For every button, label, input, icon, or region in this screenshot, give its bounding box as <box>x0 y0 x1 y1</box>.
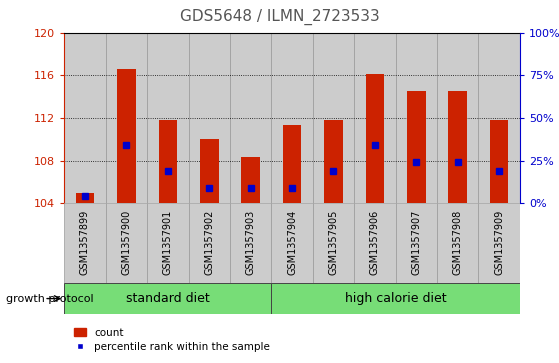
Bar <box>479 33 520 203</box>
Text: GSM1357900: GSM1357900 <box>121 210 131 275</box>
Bar <box>313 203 354 283</box>
Text: GSM1357905: GSM1357905 <box>329 210 339 275</box>
Text: GSM1357904: GSM1357904 <box>287 210 297 275</box>
Bar <box>366 74 384 203</box>
Bar <box>147 33 188 203</box>
Bar <box>437 203 479 283</box>
Bar <box>490 120 509 203</box>
Text: GSM1357903: GSM1357903 <box>245 210 255 275</box>
Text: GSM1357908: GSM1357908 <box>453 210 463 275</box>
Bar <box>324 120 343 203</box>
Bar <box>313 33 354 203</box>
Text: GSM1357906: GSM1357906 <box>370 210 380 275</box>
Bar <box>283 126 301 203</box>
Text: standard diet: standard diet <box>126 292 210 305</box>
Bar <box>64 203 106 283</box>
Bar <box>271 33 313 203</box>
Bar <box>354 33 396 203</box>
Bar <box>200 139 219 203</box>
Bar <box>117 69 136 203</box>
Text: GSM1357909: GSM1357909 <box>494 210 504 275</box>
Bar <box>396 203 437 283</box>
Bar <box>64 283 271 314</box>
Bar <box>188 203 230 283</box>
Bar <box>396 33 437 203</box>
Text: GSM1357907: GSM1357907 <box>411 210 421 275</box>
Bar <box>241 158 260 203</box>
Text: GSM1357899: GSM1357899 <box>80 210 90 275</box>
Text: GSM1357901: GSM1357901 <box>163 210 173 275</box>
Bar <box>479 203 520 283</box>
Bar <box>147 203 188 283</box>
Bar <box>230 203 271 283</box>
Bar <box>159 120 177 203</box>
Bar <box>437 33 479 203</box>
Text: growth protocol: growth protocol <box>6 294 93 303</box>
Text: GSM1357902: GSM1357902 <box>204 210 214 275</box>
Bar <box>271 203 313 283</box>
Bar <box>106 33 147 203</box>
Text: GDS5648 / ILMN_2723533: GDS5648 / ILMN_2723533 <box>179 9 380 25</box>
Bar <box>407 91 425 203</box>
Bar <box>64 33 106 203</box>
Legend: count, percentile rank within the sample: count, percentile rank within the sample <box>69 323 274 356</box>
Bar <box>75 193 94 203</box>
Bar <box>230 33 271 203</box>
Bar <box>354 203 396 283</box>
Bar <box>188 33 230 203</box>
Bar <box>448 91 467 203</box>
Bar <box>106 203 147 283</box>
Text: high calorie diet: high calorie diet <box>345 292 447 305</box>
Bar <box>271 283 520 314</box>
